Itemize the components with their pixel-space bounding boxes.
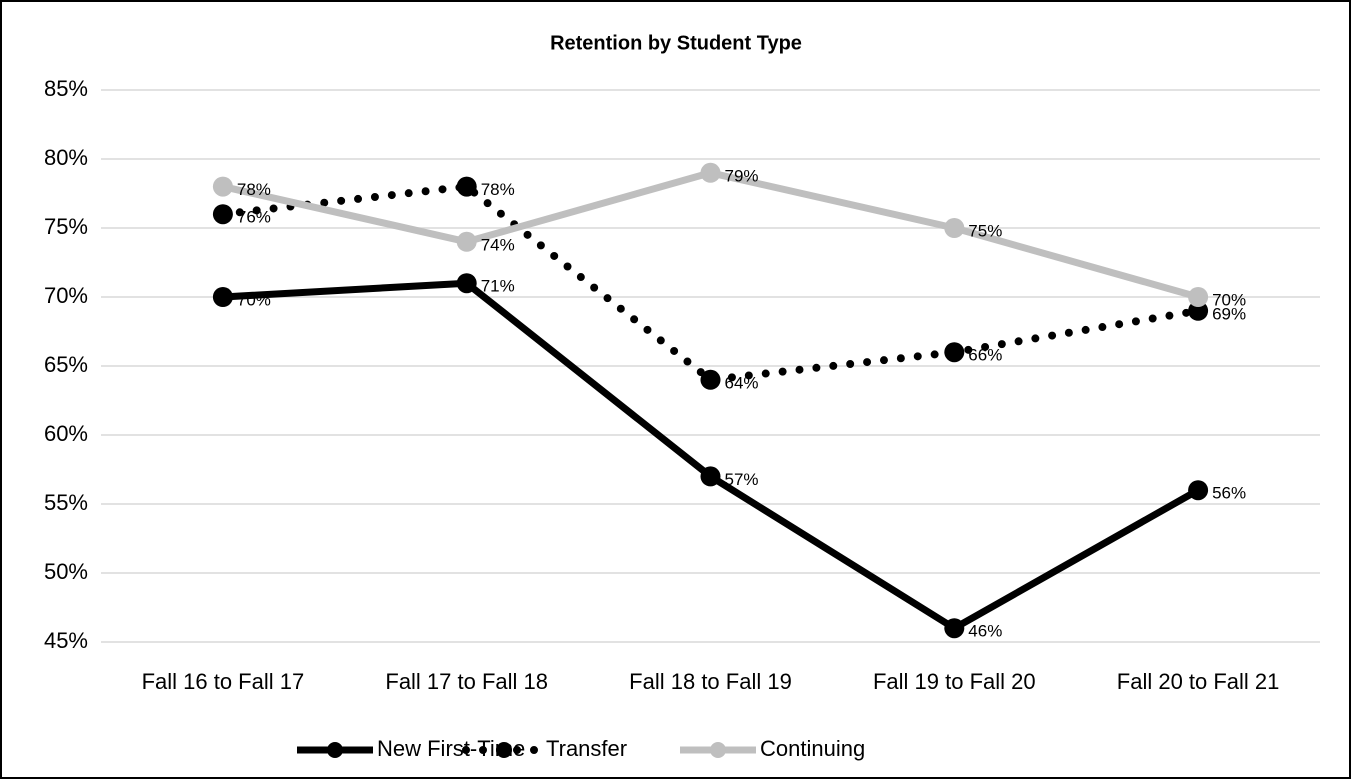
data-point [1188, 300, 1209, 321]
data-point [700, 466, 721, 487]
y-tick-label: 65% [44, 352, 88, 377]
data-label: 74% [481, 235, 515, 254]
data-point [944, 618, 965, 639]
y-tick-label: 55% [44, 490, 88, 515]
data-label: 78% [237, 180, 271, 199]
data-label: 46% [968, 622, 1002, 641]
legend-marker [496, 742, 512, 758]
data-point [456, 231, 477, 252]
legend-label: Continuing [760, 736, 865, 761]
y-tick-label: 75% [44, 214, 88, 239]
y-tick-label: 45% [44, 628, 88, 653]
y-tick-label: 60% [44, 421, 88, 446]
data-label: 69% [1212, 304, 1246, 323]
data-point [212, 287, 233, 307]
data-label: 66% [968, 346, 1002, 365]
y-tick-label: 85% [44, 76, 88, 101]
data-label: 75% [968, 221, 1002, 240]
data-point [456, 273, 477, 294]
data-point [944, 218, 965, 238]
legend-marker [710, 742, 726, 758]
x-tick-label: Fall 17 to Fall 18 [385, 669, 548, 694]
x-tick-label: Fall 19 to Fall 20 [873, 669, 1036, 694]
data-label: 56% [1212, 484, 1246, 503]
series-line [218, 182, 1203, 384]
data-point [212, 204, 233, 225]
data-point [1188, 480, 1209, 501]
data-label: 70% [1212, 290, 1246, 309]
data-point [1188, 287, 1209, 307]
data-point [700, 369, 721, 390]
x-tick-label: Fall 16 to Fall 17 [142, 669, 305, 694]
y-tick-label: 70% [44, 283, 88, 308]
x-tick-label: Fall 18 to Fall 19 [629, 669, 792, 694]
data-label: 70% [237, 290, 271, 309]
data-point [212, 176, 233, 197]
data-label: 76% [237, 208, 271, 227]
data-label: 71% [481, 277, 515, 296]
legend-label: Transfer [546, 736, 627, 761]
data-point [456, 176, 477, 197]
legend-marker [327, 742, 343, 758]
data-label: 79% [725, 166, 759, 185]
data-point [700, 162, 721, 183]
data-label: 64% [725, 373, 759, 392]
y-tick-label: 80% [44, 145, 88, 170]
x-tick-label: Fall 20 to Fall 21 [1117, 669, 1280, 694]
data-point [944, 342, 965, 363]
data-label: 57% [725, 470, 759, 489]
y-tick-label: 50% [44, 559, 88, 584]
data-label: 78% [481, 180, 515, 199]
chart-title: Retention by Student Type [550, 32, 802, 54]
